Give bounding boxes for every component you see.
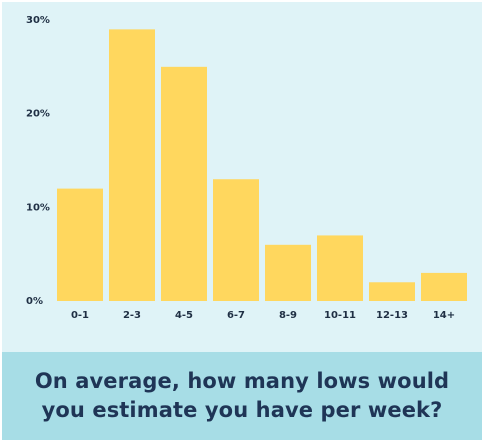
x-tick-label: 0-1	[71, 310, 89, 321]
bar-14+	[421, 272, 467, 301]
y-tick-label: 20%	[26, 109, 50, 120]
x-tick-label: 12-13	[376, 310, 408, 321]
bar-6-7	[213, 179, 259, 301]
bar-10-11	[317, 235, 363, 301]
bar-8-9	[265, 244, 311, 301]
x-tick-label: 2-3	[123, 310, 141, 321]
x-tick-label: 10-11	[324, 310, 356, 321]
y-tick-label: 30%	[26, 15, 50, 26]
bar-4-5	[161, 66, 207, 301]
y-tick-label: 0%	[26, 296, 43, 307]
bar-0-1	[57, 188, 103, 301]
bar-2-3	[109, 29, 155, 301]
question-panel: On average, how many lows would you esti…	[2, 352, 482, 440]
x-tick-label: 6-7	[227, 310, 245, 321]
question-text: On average, how many lows would you esti…	[34, 369, 450, 422]
bar-chart: 0% 10% 20% 30% 0-1 2-3 4-5 6-7 8-9 10-11 12-13 14+	[26, 15, 467, 321]
bar-12-13	[369, 282, 415, 301]
chart-panel: 0% 10% 20% 30% 0-1 2-3 4-5 6-7 8-9 10-11 12-13 14+	[2, 2, 482, 352]
x-tick-label: 8-9	[279, 310, 297, 321]
y-tick-label: 10%	[26, 202, 50, 213]
x-tick-label: 4-5	[175, 310, 193, 321]
x-tick-label: 14+	[433, 310, 455, 321]
